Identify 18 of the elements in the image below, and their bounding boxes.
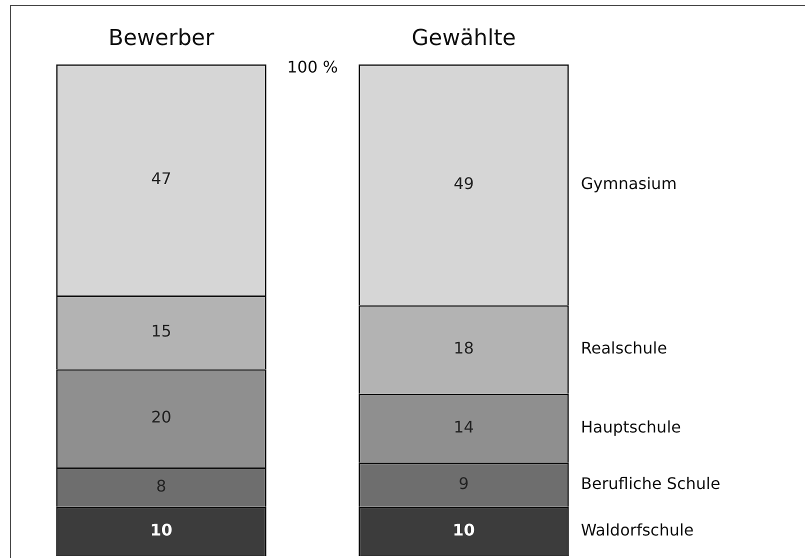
data-label: 10 (150, 520, 172, 540)
series-label: Hauptschule (580, 417, 681, 436)
data-label: 47 (151, 169, 172, 188)
series-label: Gymnasium (580, 174, 677, 193)
series-label: Waldorfschule (580, 520, 694, 540)
data-label: 8 (156, 476, 166, 496)
annotation: 100 % (287, 58, 338, 77)
series-label: Berufliche Schule (580, 474, 720, 493)
data-label: 14 (454, 417, 474, 436)
data-label: 20 (151, 408, 172, 427)
data-label: 18 (454, 338, 474, 358)
series-label: Realschule (580, 338, 668, 358)
data-label: 15 (151, 321, 172, 340)
data-label: 49 (454, 174, 474, 193)
data-label: 10 (452, 520, 475, 540)
data-label: 9 (458, 474, 469, 493)
x-tick-label: Gewählte (412, 26, 516, 51)
x-tick-label: Bewerber (108, 26, 216, 51)
